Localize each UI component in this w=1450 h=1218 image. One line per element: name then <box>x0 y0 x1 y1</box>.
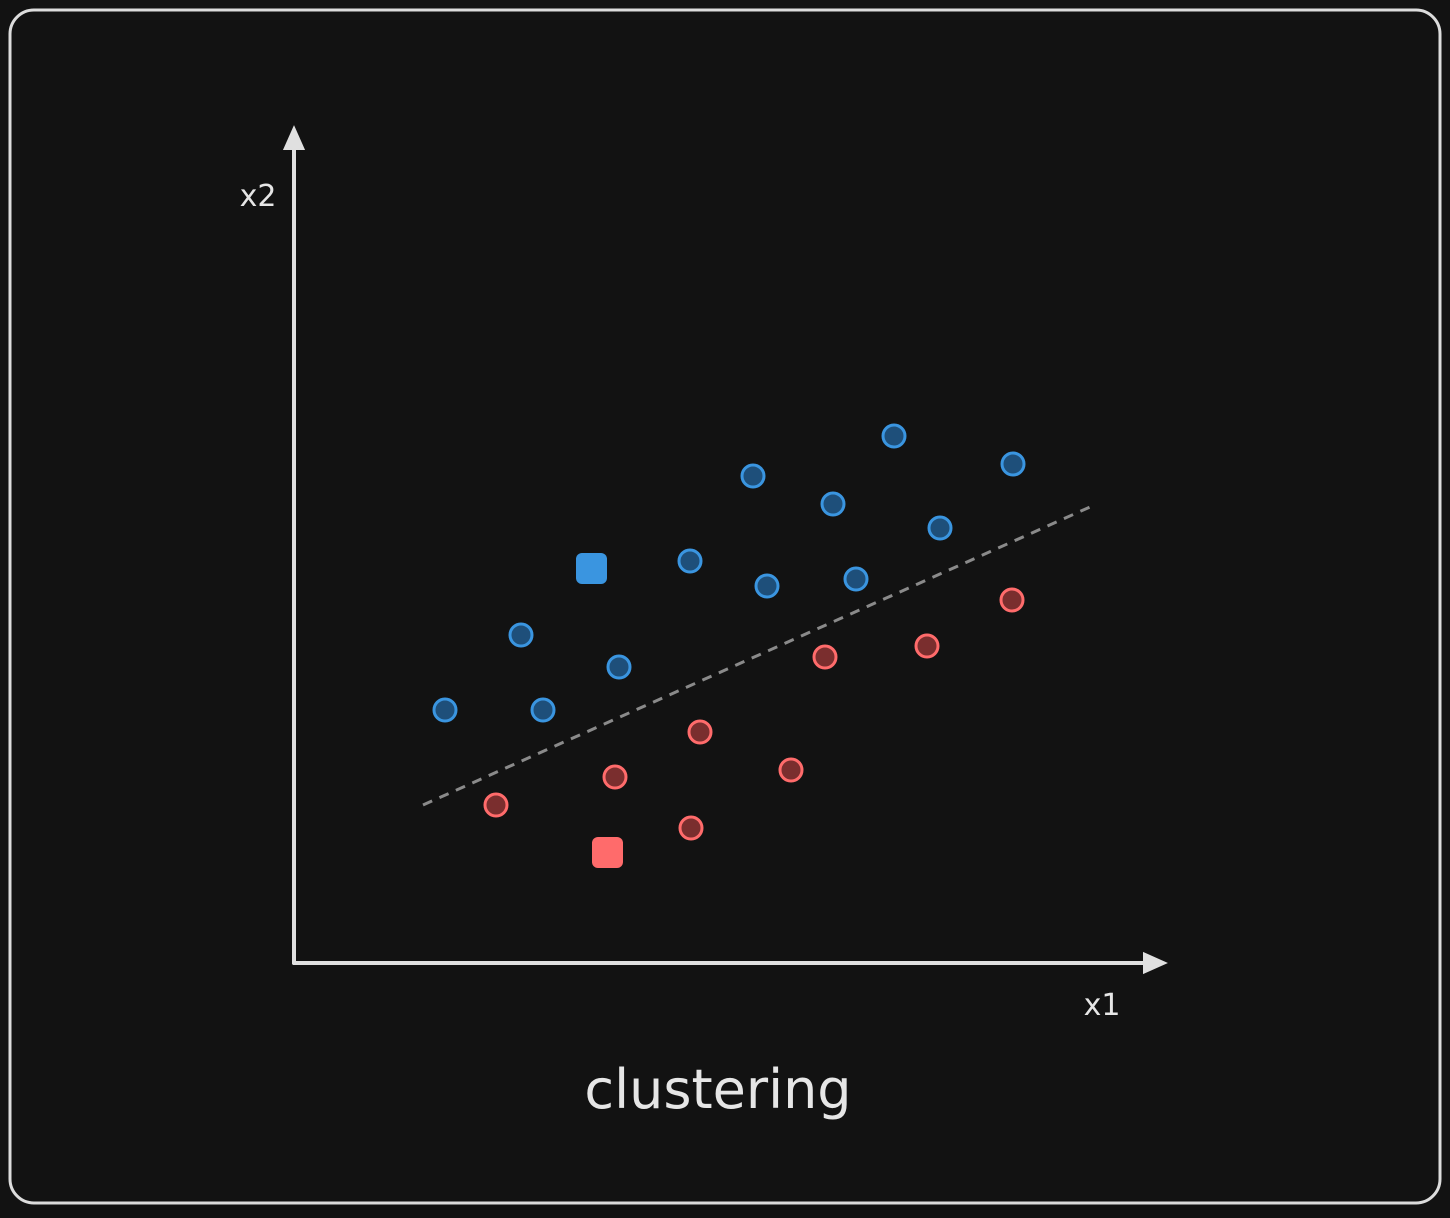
point <box>999 587 1025 613</box>
y-axis-label: x2 <box>240 179 277 214</box>
red-cluster <box>483 587 1025 868</box>
blue-cluster <box>432 423 1026 723</box>
point <box>678 815 704 841</box>
point <box>606 654 632 680</box>
point <box>687 719 713 745</box>
point <box>927 515 953 541</box>
point <box>1000 451 1026 477</box>
point <box>530 697 556 723</box>
point <box>881 423 907 449</box>
point <box>483 792 509 818</box>
point <box>602 764 628 790</box>
x-arrow <box>1143 951 1168 975</box>
point <box>778 757 804 783</box>
axes <box>282 125 1168 975</box>
point <box>914 633 940 659</box>
y-arrow <box>282 125 306 150</box>
caption: clustering <box>584 1058 851 1121</box>
point <box>754 573 780 599</box>
x-axis-label: x1 <box>1084 988 1121 1023</box>
centroid <box>576 553 607 584</box>
point <box>812 644 838 670</box>
point <box>432 697 458 723</box>
point <box>677 548 703 574</box>
frame <box>8 8 1442 1205</box>
centroid <box>592 837 623 868</box>
point <box>843 566 869 592</box>
point <box>740 463 766 489</box>
point <box>820 491 846 517</box>
point <box>508 622 534 648</box>
decision-boundary <box>422 505 1091 807</box>
